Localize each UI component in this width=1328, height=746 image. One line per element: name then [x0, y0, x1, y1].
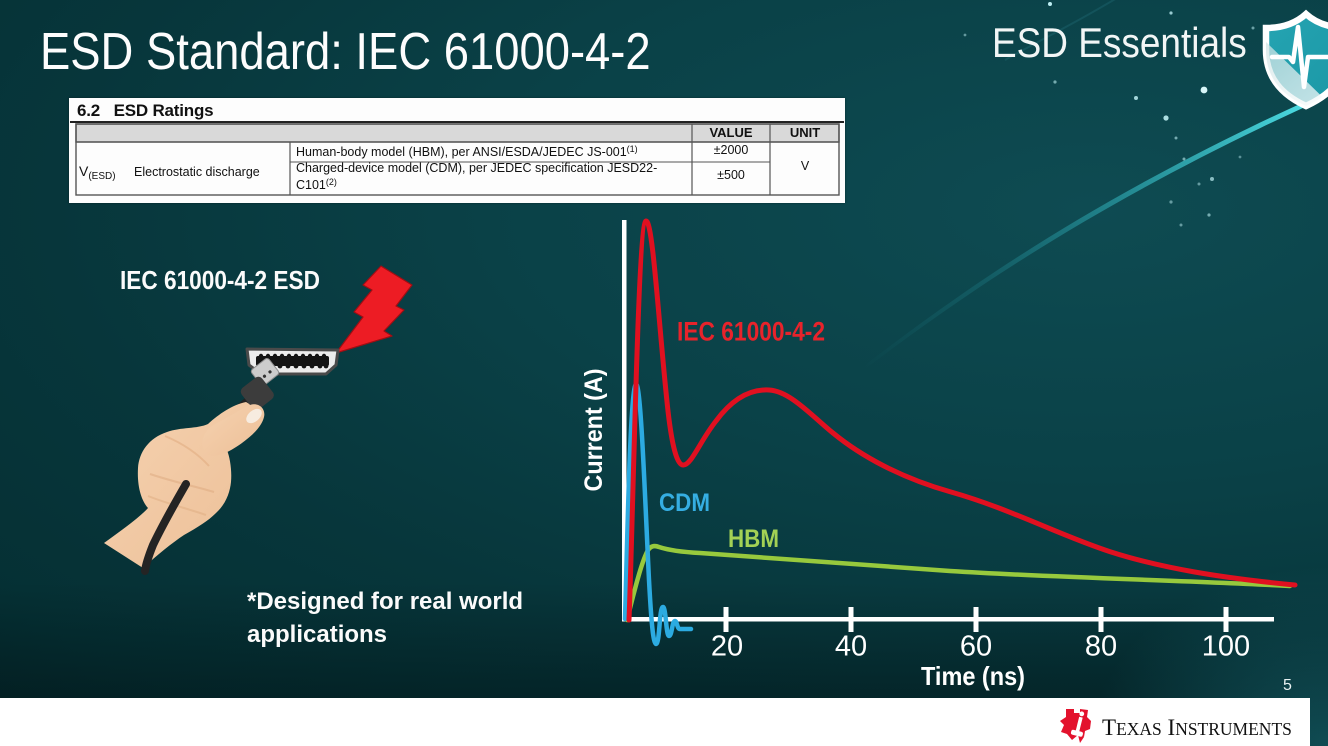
svg-text:40: 40: [835, 631, 867, 663]
svg-text:IEC 61000-4-2: IEC 61000-4-2: [677, 317, 825, 347]
svg-text:100: 100: [1202, 631, 1250, 663]
svg-text:Time (ns): Time (ns): [921, 661, 1025, 691]
svg-text:60: 60: [960, 631, 992, 663]
svg-text:HBM: HBM: [728, 525, 779, 553]
svg-text:CDM: CDM: [659, 489, 710, 517]
svg-text:80: 80: [1085, 631, 1117, 663]
svg-text:Current (A): Current (A): [580, 369, 608, 492]
svg-text:20: 20: [711, 631, 743, 663]
